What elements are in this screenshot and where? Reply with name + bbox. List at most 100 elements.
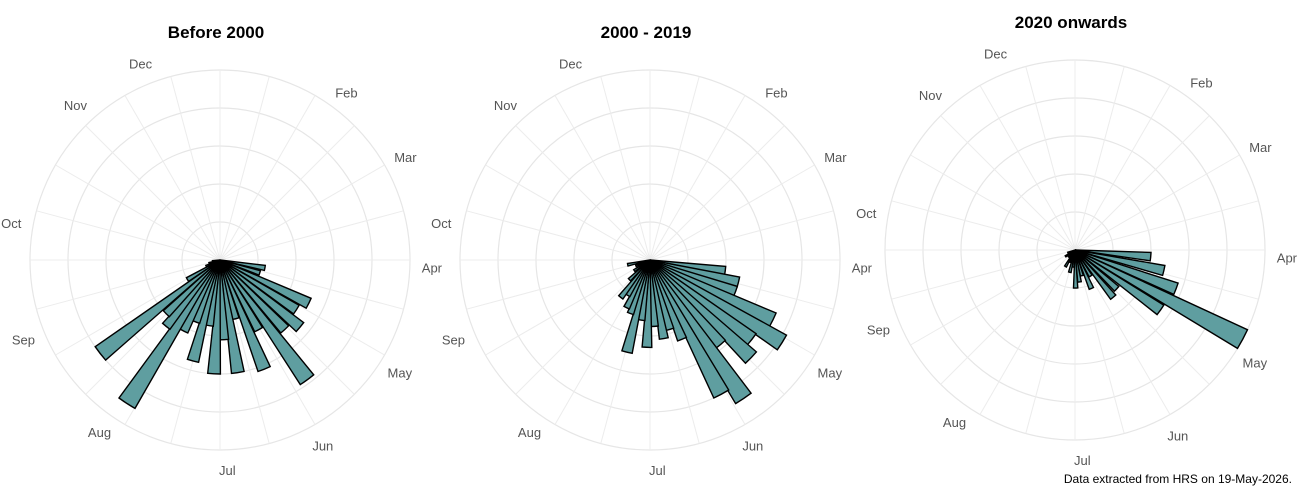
grid-spoke bbox=[891, 249, 1076, 300]
month-label-aug: Aug bbox=[943, 415, 966, 430]
month-label-jun: Jun bbox=[742, 438, 763, 453]
grid-spoke bbox=[979, 249, 1076, 415]
bar-9 bbox=[1074, 249, 1095, 291]
bar-5 bbox=[219, 259, 305, 333]
month-label-mar: Mar bbox=[824, 150, 847, 165]
grid-spoke bbox=[485, 259, 651, 356]
month-label-feb: Feb bbox=[765, 85, 787, 100]
month-label-jul: Jul bbox=[219, 463, 236, 478]
month-label-mar: Mar bbox=[1249, 140, 1272, 155]
month-label-may: May bbox=[818, 365, 843, 380]
bar-3 bbox=[219, 259, 313, 310]
month-label-feb: Feb bbox=[1190, 75, 1212, 90]
bar-4 bbox=[1074, 249, 1249, 350]
grid-spoke bbox=[940, 249, 1076, 385]
month-label-dec: Dec bbox=[559, 56, 583, 71]
month-label-oct: Oct bbox=[1, 216, 22, 231]
month-label-jul: Jul bbox=[1074, 453, 1091, 468]
bar-6 bbox=[219, 259, 290, 334]
grid-spoke bbox=[36, 210, 221, 261]
grid-spoke bbox=[649, 164, 815, 261]
grid-spoke bbox=[1074, 249, 1125, 434]
grid-spoke bbox=[649, 210, 834, 261]
month-label-nov: Nov bbox=[64, 98, 88, 113]
bar-8 bbox=[1074, 249, 1094, 278]
month-label-jun: Jun bbox=[1167, 428, 1188, 443]
grid-spoke bbox=[515, 259, 651, 395]
grid-spoke bbox=[910, 249, 1076, 346]
bar-5 bbox=[649, 259, 788, 351]
grid-spoke bbox=[219, 210, 404, 261]
month-label-oct: Oct bbox=[431, 216, 452, 231]
grid-spoke bbox=[1074, 66, 1125, 251]
grid-spoke bbox=[1025, 66, 1076, 251]
bar-21 bbox=[94, 259, 221, 362]
bar-3 bbox=[1074, 249, 1179, 296]
month-label-mar: Mar bbox=[394, 150, 417, 165]
bar-5 bbox=[1074, 249, 1165, 316]
bar-19 bbox=[1066, 249, 1076, 254]
grid-spoke bbox=[649, 125, 785, 261]
grid-spoke bbox=[979, 85, 1076, 251]
month-label-sep: Sep bbox=[12, 332, 35, 347]
bar-25 bbox=[211, 259, 221, 263]
grid-spoke bbox=[36, 259, 221, 310]
bar-7 bbox=[1074, 249, 1117, 301]
month-label-aug: Aug bbox=[88, 425, 111, 440]
bar-4 bbox=[219, 259, 301, 315]
month-label-oct: Oct bbox=[856, 206, 877, 221]
grid-spoke bbox=[910, 154, 1076, 251]
bar-7 bbox=[219, 259, 315, 386]
polar-chart-1: Before 2000 Dec Feb Mar Apr May Jun Jul Aug Sep Oc… bbox=[1, 23, 443, 478]
bar-11 bbox=[219, 259, 245, 375]
month-label-apr: Apr bbox=[1277, 250, 1298, 265]
month-label-sep: Sep bbox=[442, 332, 465, 347]
chart-title: 2020 onwards bbox=[1015, 13, 1127, 32]
month-label-nov: Nov bbox=[494, 98, 518, 113]
grid-spoke bbox=[219, 125, 355, 261]
bar-9 bbox=[219, 259, 272, 373]
grid-spoke bbox=[219, 95, 316, 261]
polar-chart-2: 2000 - 2019 Dec Feb Mar Apr May Jun Jul Aug Sep Oc… bbox=[431, 23, 873, 478]
grid-spoke bbox=[85, 125, 221, 261]
bar-19 bbox=[161, 259, 221, 331]
grid-spoke bbox=[466, 259, 651, 310]
month-label-aug: Aug bbox=[518, 425, 541, 440]
bar-18 bbox=[118, 259, 221, 410]
bar-11 bbox=[649, 259, 688, 342]
grid-spoke bbox=[1074, 85, 1171, 251]
bar-2 bbox=[1074, 249, 1166, 277]
bar-21 bbox=[617, 259, 651, 300]
grid-spoke bbox=[1074, 115, 1210, 251]
bar-7 bbox=[649, 259, 758, 365]
bar-23 bbox=[632, 259, 651, 273]
grid-spoke bbox=[1074, 154, 1240, 251]
data-source-caption: Data extracted from HRS on 19-May-2026. bbox=[1063, 472, 1292, 486]
grid-spoke bbox=[649, 95, 746, 261]
bar-13 bbox=[649, 259, 670, 340]
grid-spoke bbox=[554, 95, 651, 261]
grid-spoke bbox=[219, 164, 385, 261]
bar-10 bbox=[649, 259, 730, 399]
bar-12 bbox=[1072, 249, 1079, 289]
bar-25 bbox=[626, 259, 651, 267]
bar-8 bbox=[219, 259, 264, 333]
grid-spoke bbox=[219, 76, 270, 261]
chart-title: 2000 - 2019 bbox=[601, 23, 692, 42]
month-label-jun: Jun bbox=[312, 438, 333, 453]
month-label-dec: Dec bbox=[129, 56, 153, 71]
grid-spoke bbox=[55, 164, 221, 261]
grid-spoke bbox=[515, 125, 651, 261]
grid-spoke bbox=[1074, 200, 1259, 251]
month-label-feb: Feb bbox=[335, 85, 357, 100]
month-label-dec: Dec bbox=[984, 46, 1008, 61]
bar-6 bbox=[1074, 249, 1120, 293]
grid-spoke bbox=[1025, 249, 1076, 434]
grid-spoke bbox=[466, 210, 651, 261]
month-label-nov: Nov bbox=[919, 88, 943, 103]
grid-spoke bbox=[600, 76, 651, 261]
grid-spoke bbox=[485, 164, 651, 261]
grid-spoke bbox=[124, 95, 221, 261]
month-label-sep: Sep bbox=[867, 322, 890, 337]
